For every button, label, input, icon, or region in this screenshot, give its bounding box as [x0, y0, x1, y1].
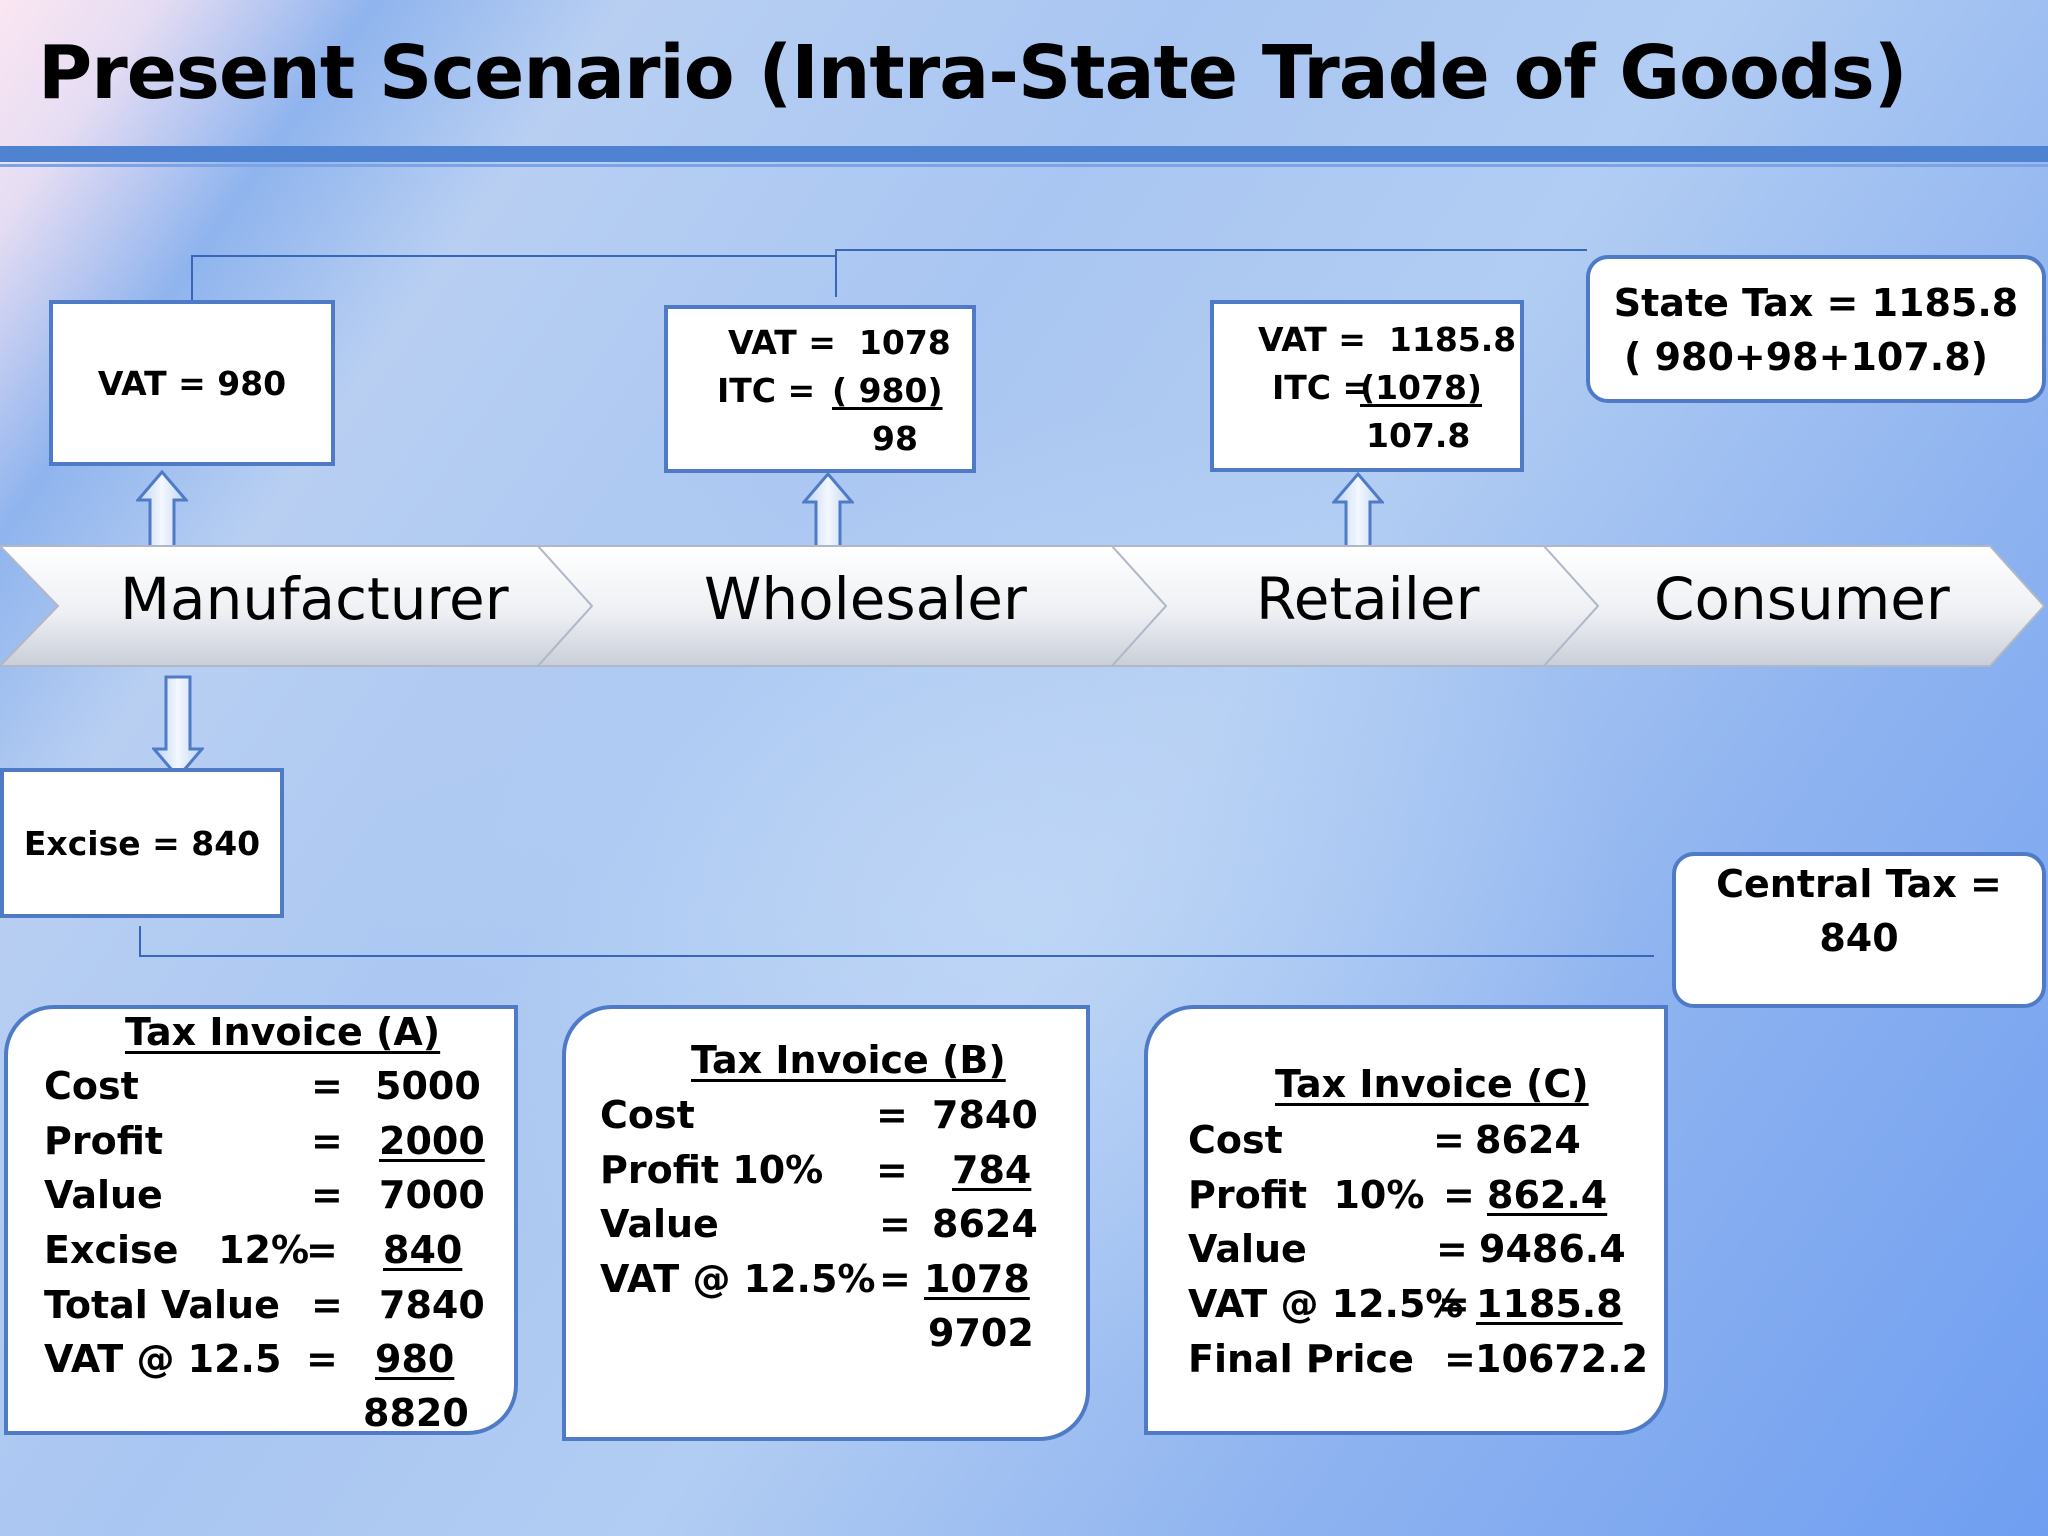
- connector-line: [191, 256, 193, 302]
- invoice-a-row-value: 840: [383, 1228, 463, 1272]
- invoice-c-row-label: Value: [1188, 1227, 1307, 1271]
- excise-text: Excise = 840: [23, 824, 261, 863]
- invoice-b-row-value: 784: [952, 1148, 1032, 1192]
- central-tax-box: Central Tax = 840: [1672, 852, 2046, 1008]
- invoice-a-row-label: Value: [44, 1173, 163, 1217]
- invoice-b-row-value: 7840: [932, 1093, 1038, 1137]
- invoice-a-row-eq: =: [311, 1064, 343, 1108]
- invoice-b-title: Tax Invoice (B): [691, 1038, 1006, 1082]
- invoice-c-row-label: Profit 10%: [1188, 1173, 1425, 1217]
- invoice-a-row-eq: =: [306, 1228, 338, 1272]
- connector-line: [139, 955, 1654, 957]
- invoice-c-row-eq: =: [1444, 1337, 1476, 1381]
- invoice-a-row-label: Cost: [44, 1064, 139, 1108]
- invoice-c-row-eq: =: [1433, 1118, 1465, 1162]
- invoice-c-row-label: Cost: [1188, 1118, 1283, 1162]
- invoice-a-row-label: VAT @ 12.5: [44, 1337, 282, 1381]
- manufacturer-vat-text: VAT = 980: [97, 364, 287, 403]
- retailer-vat-box: VAT = 1185.8 ITC = (1078) 107.8: [1210, 300, 1524, 472]
- invoice-b-row-eq: =: [879, 1257, 911, 1301]
- state-tax-breakdown: ( 980+98+107.8): [1623, 335, 1989, 379]
- title-underline-thin: [0, 164, 2048, 167]
- tax-invoice-b: Tax Invoice (B) Cost = 7840 Profit 10% =…: [562, 1005, 1090, 1441]
- invoice-a-row-value: 980: [375, 1337, 455, 1381]
- invoice-b-row-eq: =: [879, 1202, 911, 1246]
- invoice-b-total: 9702: [928, 1311, 1034, 1355]
- wholesaler-net-vat: 98: [872, 419, 918, 458]
- invoice-c-row-value: 862.4: [1487, 1173, 1608, 1217]
- central-tax-value: 840: [1819, 916, 1899, 960]
- invoice-c-row-eq: =: [1438, 1282, 1470, 1326]
- invoice-b-row-eq: =: [876, 1148, 908, 1192]
- retailer-itc-label: ITC =: [1272, 368, 1371, 407]
- invoice-b-row-label: Profit 10%: [600, 1148, 824, 1192]
- invoice-a-row-eq: =: [311, 1173, 343, 1217]
- state-tax-text: State Tax = 1185.8: [1613, 281, 2019, 325]
- invoice-c-title: Tax Invoice (C): [1275, 1062, 1589, 1106]
- invoice-c-row-value: 1185.8: [1476, 1282, 1623, 1326]
- invoice-a-row-value: 7840: [379, 1283, 485, 1327]
- wholesaler-itc-label: ITC =: [717, 371, 816, 410]
- invoice-b-row-label: Cost: [600, 1093, 695, 1137]
- slide-title: Present Scenario (Intra-State Trade of G…: [38, 30, 1908, 116]
- invoice-b-row-label: VAT @ 12.5%: [600, 1257, 876, 1301]
- invoice-c-row-label: Final Price: [1188, 1337, 1414, 1381]
- invoice-a-total: 8820: [363, 1391, 469, 1435]
- connector-line: [139, 926, 141, 956]
- invoice-c-row-value: 9486.4: [1479, 1227, 1626, 1271]
- state-tax-box: State Tax = 1185.8 ( 980+98+107.8): [1586, 255, 2046, 403]
- invoice-a-row-label: Total Value: [44, 1283, 280, 1327]
- invoice-a-row-label: Excise 12%: [44, 1228, 310, 1272]
- invoice-a-row-eq: =: [311, 1119, 343, 1163]
- stage-wholesaler: Wholesaler: [704, 565, 1027, 633]
- invoice-a-row-value: 5000: [375, 1064, 481, 1108]
- retailer-net-vat: 107.8: [1366, 416, 1471, 455]
- invoice-b-row-label: Value: [600, 1202, 719, 1246]
- stage-manufacturer: Manufacturer: [120, 565, 509, 633]
- invoice-c-row-value: 10672.2: [1475, 1337, 1649, 1381]
- stage-retailer: Retailer: [1256, 565, 1480, 633]
- invoice-a-title: Tax Invoice (A): [125, 1010, 441, 1054]
- invoice-a-row-eq: =: [306, 1337, 338, 1381]
- manufacturer-vat-box: VAT = 980: [49, 300, 335, 466]
- invoice-a-row-value: 7000: [379, 1173, 485, 1217]
- invoice-c-row-label: VAT @ 12.5%: [1188, 1282, 1464, 1326]
- tax-invoice-a: Tax Invoice (A) Cost = 5000 Profit = 200…: [4, 1005, 518, 1435]
- invoice-a-row-label: Profit: [44, 1119, 164, 1163]
- invoice-a-row-value: 2000: [379, 1119, 485, 1163]
- stage-consumer: Consumer: [1654, 565, 1950, 633]
- wholesaler-itc-value: ( 980): [832, 371, 943, 410]
- wholesaler-vat-text: VAT = 1078: [728, 323, 951, 362]
- invoice-b-row-value: 1078: [924, 1257, 1030, 1301]
- excise-box: Excise = 840: [0, 768, 284, 918]
- tax-invoice-c: Tax Invoice (C) Cost = 8624 Profit 10% =…: [1144, 1005, 1668, 1435]
- retailer-itc-value: (1078): [1360, 368, 1483, 407]
- invoice-c-row-eq: =: [1436, 1227, 1468, 1271]
- down-arrow-icon: [152, 675, 204, 779]
- invoice-b-row-eq: =: [876, 1093, 908, 1137]
- invoice-c-row-eq: =: [1443, 1173, 1475, 1217]
- title-underline-bar: [0, 146, 2048, 162]
- invoice-c-row-value: 8624: [1475, 1118, 1581, 1162]
- connector-line: [835, 249, 1587, 251]
- invoice-a-row-eq: =: [311, 1283, 343, 1327]
- connector-line: [191, 255, 836, 257]
- retailer-vat-text: VAT = 1185.8: [1258, 320, 1517, 359]
- process-flow-chevrons: [0, 545, 2046, 667]
- connector-line: [835, 249, 837, 297]
- central-tax-label: Central Tax =: [1716, 862, 2002, 906]
- wholesaler-vat-box: VAT = 1078 ITC = ( 980) 98: [664, 305, 976, 473]
- invoice-b-row-value: 8624: [932, 1202, 1038, 1246]
